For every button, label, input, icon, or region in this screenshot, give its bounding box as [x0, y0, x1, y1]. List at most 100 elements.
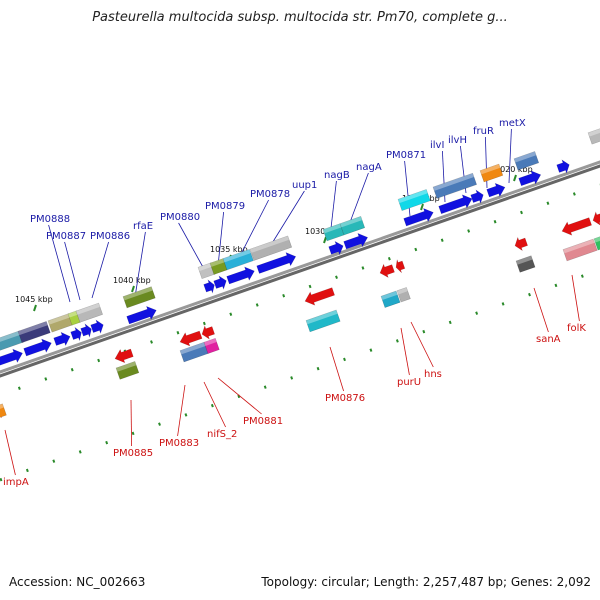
label-leader [533, 287, 549, 333]
cds-block [222, 249, 254, 271]
forward-gene [328, 240, 344, 256]
forward-gene [486, 182, 506, 198]
tick-mark [513, 174, 517, 182]
reverse-gene-label: nifS_2 [207, 429, 237, 440]
forward-gene-label: nagA [356, 162, 382, 173]
label-leader [410, 321, 434, 368]
genome-summary: Topology: circular; Length: 2,257,487 bp… [261, 575, 591, 589]
forward-gene [343, 232, 369, 250]
reverse-gene-label: PM0883 [159, 438, 199, 449]
reverse-gene-label: hns [424, 369, 442, 380]
forward-gene [23, 338, 52, 357]
tick-mark [420, 203, 424, 211]
backbone-line [0, 160, 600, 374]
dotted-track [0, 268, 600, 482]
cds-block [75, 302, 103, 323]
tick-mark [323, 236, 327, 244]
reverse-gene-label: PM0881 [243, 416, 283, 427]
forward-gene-label: ilvI [430, 140, 444, 151]
forward-gene-label: PM0878 [250, 189, 290, 200]
reverse-gene-label: folK [567, 323, 586, 334]
forward-gene [53, 331, 71, 347]
label-leader [178, 222, 205, 270]
label-leader [400, 327, 410, 376]
cds-block [513, 151, 540, 171]
cds-block [47, 313, 74, 333]
forward-gene-label: PM0879 [205, 201, 245, 212]
forward-gene-label: nagB [324, 170, 350, 181]
reverse-gene [179, 330, 203, 347]
cds-block [322, 223, 345, 242]
label-leader [4, 429, 16, 476]
label-leader [64, 241, 81, 301]
forward-gene [126, 305, 157, 325]
forward-gene-label: PM0880 [160, 212, 200, 223]
forward-gene-label: metX [499, 118, 526, 129]
label-leader [177, 384, 186, 437]
dotted-track [0, 183, 600, 397]
reverse-cds-block [305, 309, 341, 333]
reverse-gene-label: sanA [536, 334, 561, 345]
label-leader [130, 399, 132, 447]
reverse-gene [201, 325, 215, 340]
forward-gene-label: PM0871 [386, 150, 426, 161]
reverse-cds-block [0, 403, 7, 419]
forward-gene-label: ilvH [448, 135, 467, 146]
label-leader [134, 231, 146, 298]
cds-block [397, 189, 431, 211]
reverse-gene-label: impA [3, 477, 29, 488]
reverse-gene [592, 211, 600, 226]
reverse-gene [514, 236, 528, 252]
cds-block [249, 235, 293, 261]
cds-block [479, 163, 504, 183]
cds-block [122, 286, 156, 309]
cds-block [197, 262, 216, 279]
cds-block [587, 127, 600, 145]
reverse-cds-block [562, 238, 598, 262]
reverse-gene-label: purU [397, 377, 421, 388]
label-leader [571, 274, 580, 322]
backbone-line [0, 164, 600, 378]
label-leader [217, 377, 262, 415]
cds-block [339, 216, 366, 236]
forward-gene [438, 194, 473, 215]
backbone-line [0, 160, 600, 378]
label-leader [217, 211, 224, 267]
cds-block [17, 321, 51, 343]
reverse-cds-block [203, 337, 220, 354]
label-leader [48, 224, 71, 303]
reverse-cds-block [179, 341, 209, 363]
reverse-gene-label: PM0885 [113, 448, 153, 459]
forward-gene-label: PM0888 [30, 214, 70, 225]
forward-gene-label: rfaE [133, 221, 153, 232]
reverse-gene [561, 217, 592, 236]
accession: Accession: NC_002663 [9, 575, 146, 589]
tick-label: 1045 kbp [15, 295, 53, 304]
label-leader [239, 199, 269, 257]
tick-mark [131, 285, 135, 293]
tick-label: 1040 kbp [113, 276, 151, 285]
forward-gene-label: uup1 [292, 180, 317, 191]
forward-gene [80, 323, 92, 338]
label-leader [203, 381, 226, 428]
reverse-cds-block [115, 361, 140, 380]
label-leader [508, 128, 512, 184]
reverse-gene [114, 348, 134, 364]
reverse-gene [379, 263, 395, 279]
reverse-cds-block [396, 287, 411, 303]
forward-gene-label: PM0887 [46, 231, 86, 242]
forward-gene [226, 266, 255, 285]
reverse-cds-block [515, 255, 536, 273]
map-title: Pasteurella multocida subsp. multocida s… [92, 10, 508, 25]
forward-gene-label: fruR [473, 126, 494, 137]
forward-gene [256, 252, 297, 274]
forward-gene [203, 279, 215, 294]
label-leader [91, 241, 109, 299]
label-leader [329, 346, 344, 392]
forward-gene [556, 159, 570, 174]
forward-gene [470, 189, 484, 205]
forward-gene [90, 319, 104, 335]
forward-gene [70, 326, 82, 342]
tick-mark [33, 304, 37, 312]
